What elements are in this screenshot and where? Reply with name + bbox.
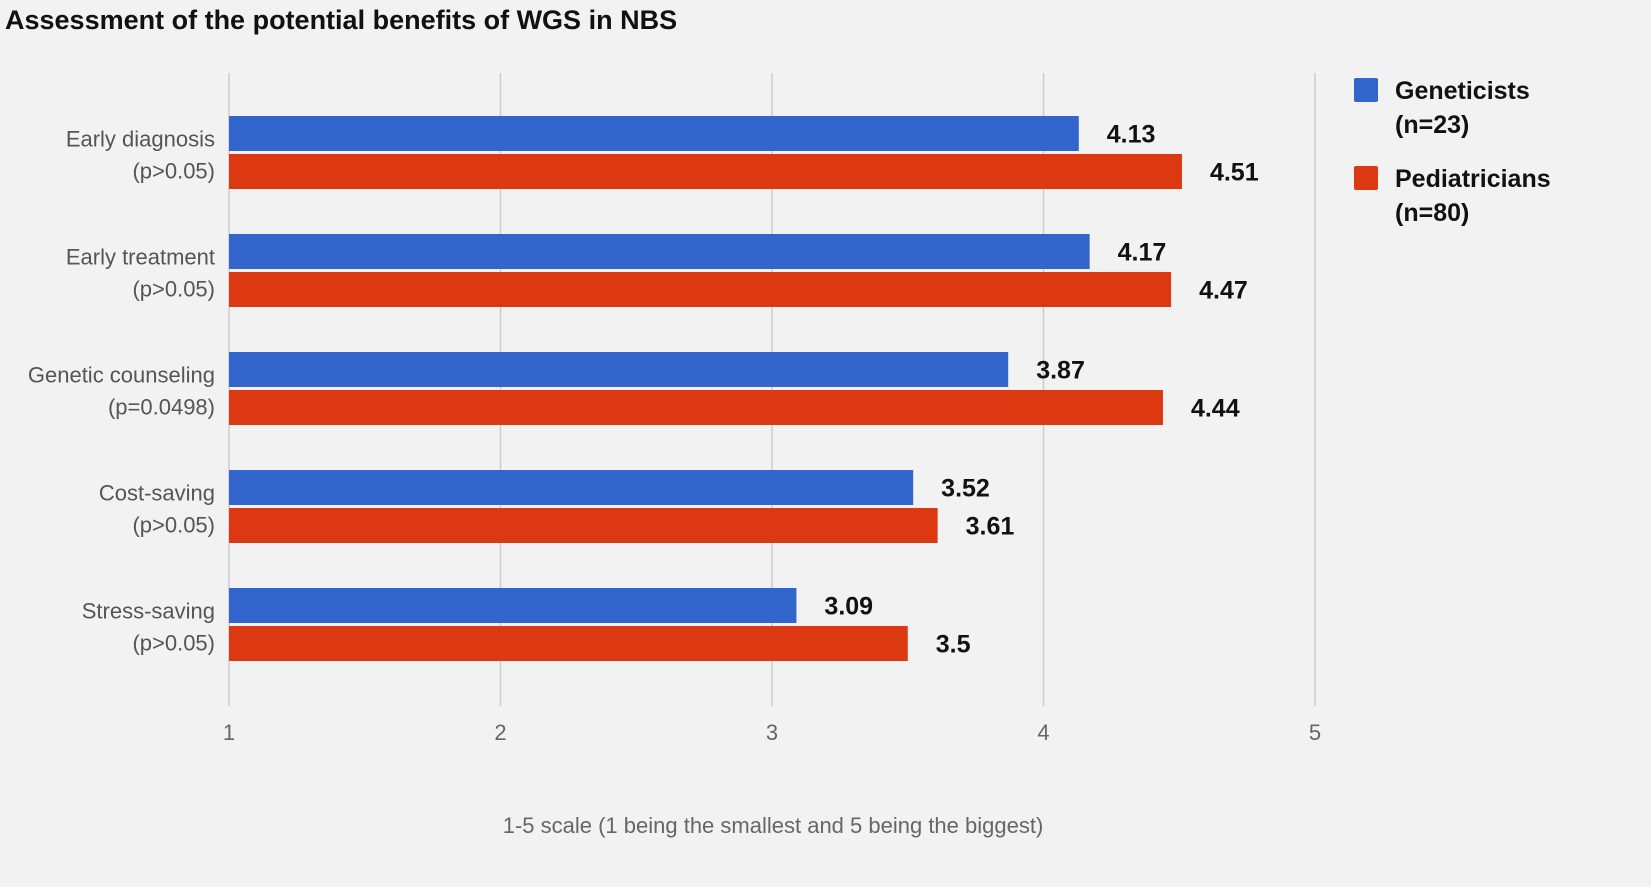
value-label: 4.17 — [1118, 239, 1167, 267]
category-sublabel: (p>0.05) — [132, 277, 215, 302]
bar — [229, 390, 1163, 425]
x-tick-labels: 1 2 3 4 5 — [223, 720, 1321, 745]
x-tick-label: 4 — [1037, 720, 1049, 745]
bar — [229, 626, 908, 661]
value-label: 3.09 — [824, 593, 873, 621]
value-label: 4.51 — [1210, 159, 1259, 187]
category-label: Cost-saving — [99, 481, 215, 506]
chart-title: Assessment of the potential benefits of … — [5, 5, 677, 35]
legend: Geneticists (n=23) Pediatricians (n=80) — [1354, 77, 1551, 227]
x-tick-label: 5 — [1309, 720, 1321, 745]
legend-sublabel: (n=23) — [1395, 111, 1469, 139]
bar — [229, 508, 938, 543]
bar — [229, 154, 1182, 189]
value-labels: 4.13 4.51 4.17 4.47 3.87 4.44 3.52 3.61 3.09 3.5 — [824, 121, 1258, 659]
bars — [229, 116, 1182, 661]
value-label: 4.13 — [1107, 121, 1156, 149]
legend-swatch — [1354, 166, 1378, 190]
category-labels: Early diagnosis (p>0.05) Early treatment (p… — [28, 127, 215, 656]
value-label: 3.61 — [966, 513, 1015, 541]
category-sublabel: (p=0.0498) — [108, 395, 215, 420]
legend-label: Geneticists — [1395, 77, 1530, 105]
legend-label: Pediatricians — [1395, 165, 1551, 193]
bar — [229, 470, 914, 505]
bar — [229, 116, 1079, 151]
category-label: Genetic counseling — [28, 363, 215, 388]
value-label: 3.52 — [941, 475, 990, 503]
bar — [229, 234, 1090, 269]
bar — [229, 352, 1009, 387]
category-label: Early treatment — [66, 245, 215, 270]
bar — [229, 272, 1172, 307]
x-tick-label: 2 — [494, 720, 506, 745]
value-label: 3.87 — [1036, 357, 1085, 385]
x-axis-label: 1-5 scale (1 being the smallest and 5 be… — [503, 813, 1044, 838]
category-sublabel: (p>0.05) — [132, 159, 215, 184]
x-tick-label: 3 — [766, 720, 778, 745]
value-label: 4.44 — [1191, 395, 1240, 423]
category-sublabel: (p>0.05) — [132, 631, 215, 656]
x-tick-label: 1 — [223, 720, 235, 745]
legend-sublabel: (n=80) — [1395, 199, 1469, 227]
bar — [229, 588, 797, 623]
value-label: 4.47 — [1199, 277, 1248, 305]
category-label: Early diagnosis — [66, 127, 215, 152]
legend-swatch — [1354, 78, 1378, 102]
category-sublabel: (p>0.05) — [132, 513, 215, 538]
value-label: 3.5 — [936, 631, 971, 659]
category-label: Stress-saving — [82, 599, 215, 624]
